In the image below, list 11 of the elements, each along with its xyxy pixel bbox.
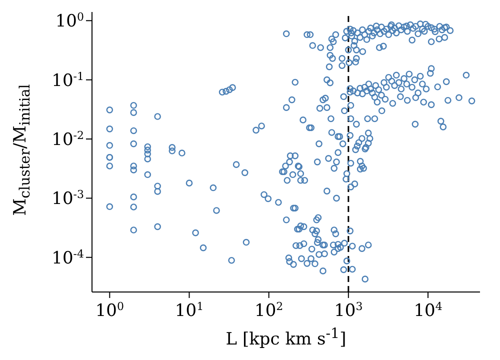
x-tick-label: 10$^{2}$: [254, 300, 284, 321]
y-tick-label: 10$^{0}$: [55, 10, 84, 32]
y-tick-label: 10$^{-2}$: [52, 128, 84, 150]
y-tick-label: 10$^{-1}$: [52, 69, 84, 91]
x-tick-label: 10$^{1}$: [174, 300, 204, 321]
x-tick-label: 10$^{0}$: [95, 300, 124, 321]
y-tick-label: 10$^{-4}$: [52, 246, 84, 268]
y-tick-label: 10$^{-3}$: [52, 188, 84, 210]
x-tick-label: 10$^{3}$: [334, 300, 363, 321]
x-axis-title: L [kpc km s$^{-1}$]: [224, 326, 348, 350]
x-tick-label: 10$^{4}$: [414, 300, 442, 321]
